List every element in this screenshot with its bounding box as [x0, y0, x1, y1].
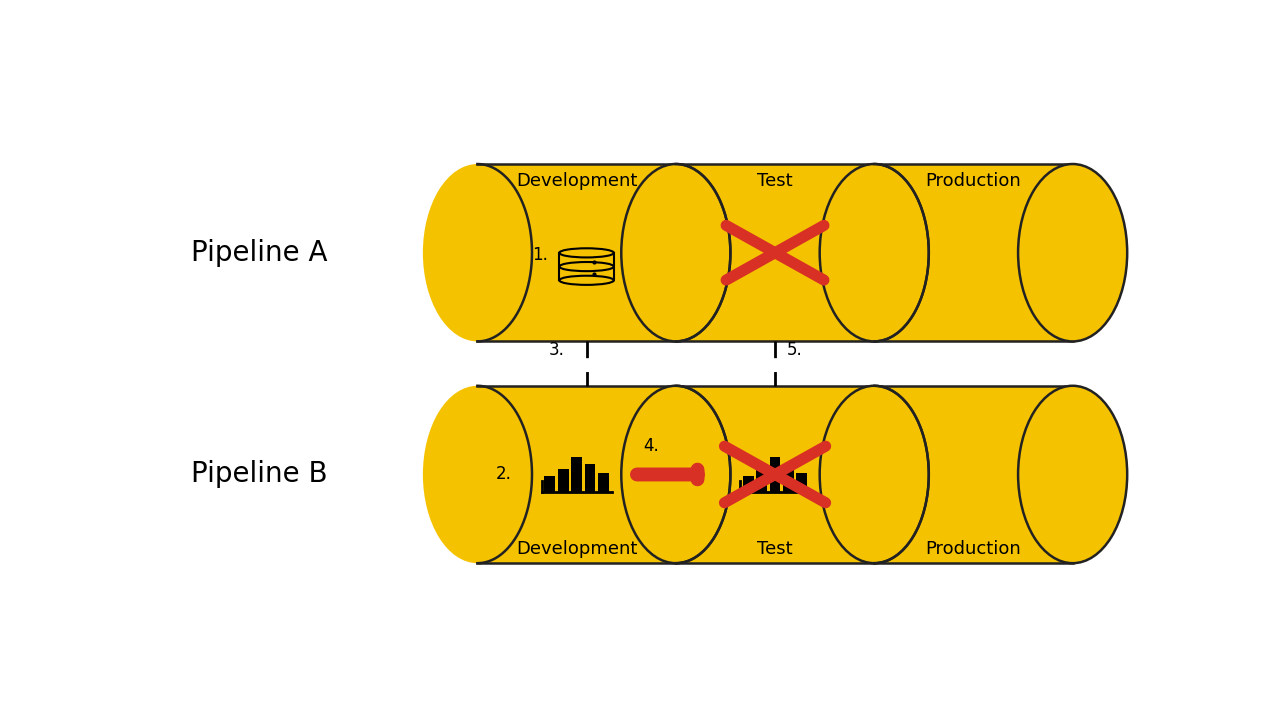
Ellipse shape: [559, 248, 614, 258]
Bar: [559, 253, 614, 280]
Ellipse shape: [1018, 164, 1128, 341]
Bar: [585, 464, 595, 492]
Text: Pipeline A: Pipeline A: [191, 239, 328, 266]
Bar: [769, 457, 781, 492]
Bar: [676, 386, 874, 563]
Bar: [742, 476, 754, 492]
Bar: [558, 469, 568, 492]
Text: Test: Test: [758, 172, 792, 190]
Ellipse shape: [422, 386, 532, 563]
Text: 3.: 3.: [549, 341, 564, 359]
Ellipse shape: [819, 164, 929, 341]
Text: Development: Development: [516, 540, 637, 557]
Ellipse shape: [819, 386, 929, 563]
Bar: [874, 386, 1073, 563]
Ellipse shape: [621, 164, 731, 341]
Text: Development: Development: [516, 172, 637, 190]
Bar: [874, 164, 1073, 341]
Bar: [756, 469, 767, 492]
Ellipse shape: [559, 276, 614, 285]
Ellipse shape: [621, 386, 731, 563]
Text: Pipeline B: Pipeline B: [191, 461, 328, 488]
Bar: [477, 164, 676, 341]
Ellipse shape: [621, 386, 731, 563]
Bar: [783, 464, 794, 492]
Text: 2.: 2.: [495, 465, 511, 484]
Ellipse shape: [559, 262, 614, 271]
Ellipse shape: [621, 164, 731, 341]
Ellipse shape: [1018, 386, 1128, 563]
Ellipse shape: [819, 164, 929, 341]
Text: Test: Test: [758, 540, 792, 557]
Bar: [544, 476, 556, 492]
Bar: [477, 386, 676, 563]
Bar: [598, 473, 609, 492]
Text: 5.: 5.: [787, 341, 803, 359]
Text: 1.: 1.: [532, 246, 548, 264]
Ellipse shape: [422, 164, 532, 341]
Text: 4.: 4.: [643, 437, 659, 455]
Bar: [796, 473, 808, 492]
Text: Production: Production: [925, 172, 1021, 190]
Bar: [676, 164, 874, 341]
Ellipse shape: [819, 386, 929, 563]
Bar: [571, 457, 582, 492]
Text: Production: Production: [925, 540, 1021, 557]
